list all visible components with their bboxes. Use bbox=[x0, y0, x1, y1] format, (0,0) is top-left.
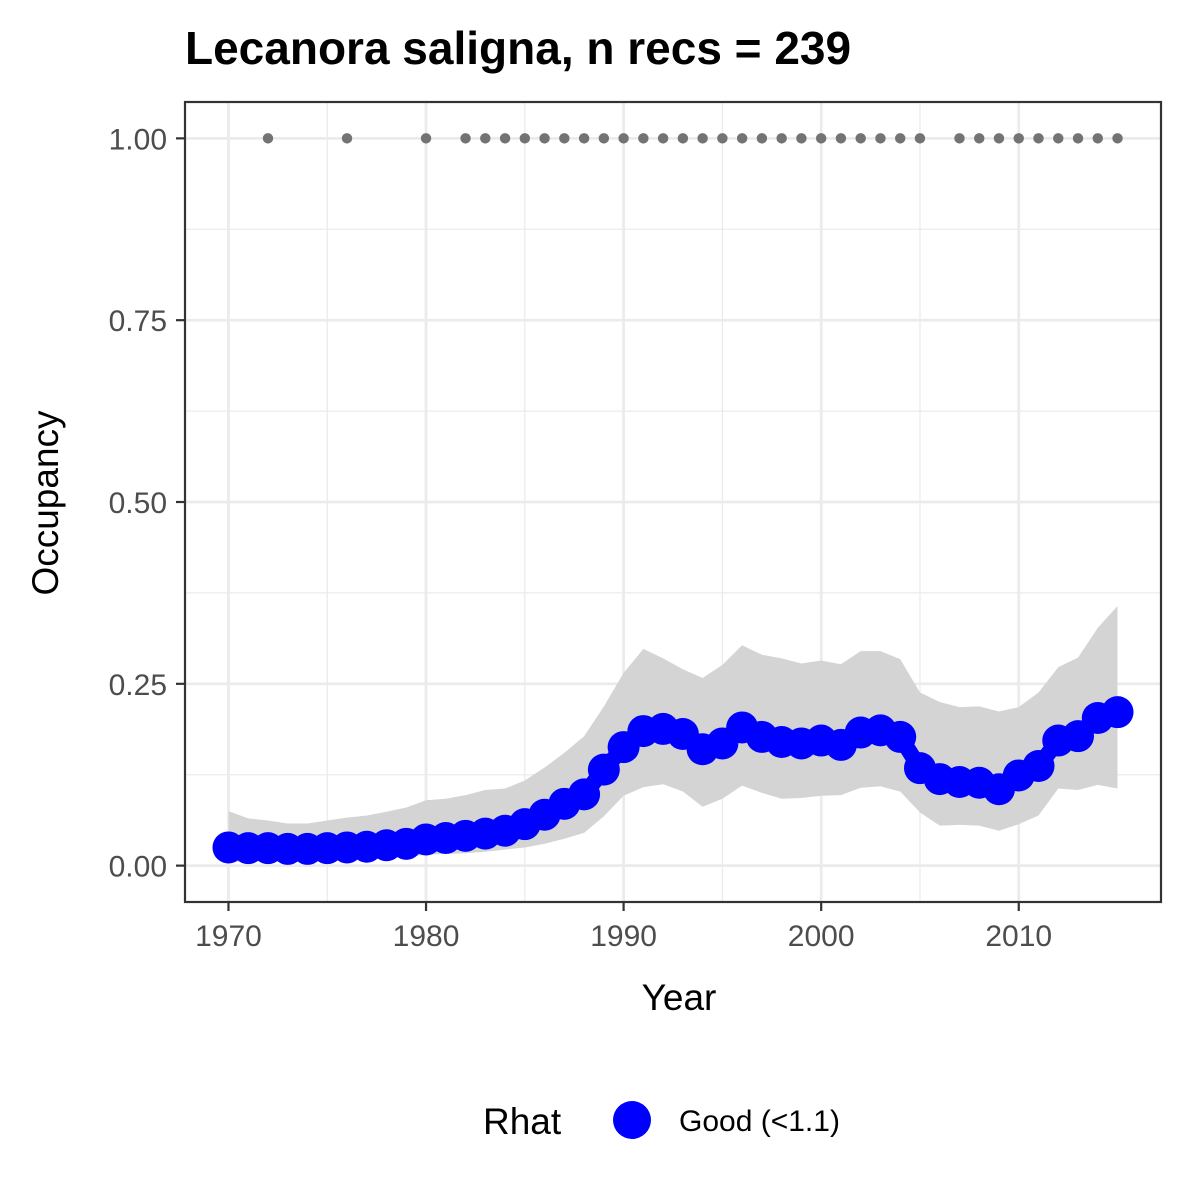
detection-point bbox=[262, 133, 274, 144]
detection-point bbox=[815, 133, 827, 144]
detection-point bbox=[835, 133, 847, 144]
detection-point bbox=[993, 133, 1005, 144]
legend-key-good bbox=[613, 1101, 651, 1139]
detection-point bbox=[796, 133, 807, 144]
occupancy-point bbox=[884, 720, 917, 753]
detection-point bbox=[499, 133, 511, 144]
detection-point bbox=[460, 133, 471, 144]
detection-point bbox=[875, 133, 886, 144]
detection-point bbox=[480, 133, 491, 144]
detection-point bbox=[1053, 133, 1064, 144]
y-tick-label: 0.50 bbox=[109, 487, 167, 520]
x-tick-label: 2000 bbox=[788, 920, 855, 953]
detection-point bbox=[895, 133, 906, 144]
detection-point bbox=[341, 133, 353, 144]
detection-point bbox=[1033, 133, 1044, 144]
detection-point bbox=[539, 133, 550, 144]
x-tick-label: 1970 bbox=[195, 920, 262, 953]
legend-title: Rhat bbox=[483, 1101, 562, 1142]
y-tick-label: 0.75 bbox=[109, 305, 167, 338]
detection-point bbox=[756, 133, 768, 144]
x-tick-label: 1990 bbox=[590, 920, 657, 953]
y-tick-label: 1.00 bbox=[109, 123, 167, 156]
detection-points bbox=[262, 133, 1123, 144]
detection-point bbox=[855, 133, 866, 144]
y-tick-label: 0.25 bbox=[109, 669, 167, 702]
detection-point bbox=[638, 133, 649, 144]
detection-point bbox=[717, 133, 728, 144]
x-axis: 1970 1980 1990 2000 2010 bbox=[195, 902, 1052, 953]
detection-point bbox=[677, 133, 689, 144]
y-axis: 0.00 0.25 0.50 0.75 1.00 bbox=[109, 123, 185, 884]
occupancy-point bbox=[1022, 750, 1055, 782]
detection-point bbox=[736, 133, 748, 144]
detection-point bbox=[776, 133, 787, 144]
x-tick-label: 2010 bbox=[985, 920, 1052, 953]
detection-point bbox=[697, 133, 708, 144]
detection-point bbox=[1112, 133, 1123, 144]
x-tick-label: 1980 bbox=[393, 920, 460, 953]
detection-point bbox=[519, 133, 531, 144]
x-axis-title: Year bbox=[642, 977, 717, 1018]
occupancy-point bbox=[568, 778, 601, 811]
detection-point bbox=[657, 133, 669, 144]
occupancy-point bbox=[587, 753, 620, 786]
detection-point bbox=[1072, 133, 1084, 144]
occupancy-series bbox=[212, 696, 1134, 865]
detection-point bbox=[974, 133, 985, 144]
detection-point bbox=[914, 133, 926, 144]
legend: Rhat Good (<1.1) bbox=[483, 1101, 840, 1142]
occupancy-point bbox=[1101, 696, 1134, 729]
detection-point bbox=[598, 133, 610, 144]
detection-point bbox=[1092, 133, 1103, 144]
detection-point bbox=[618, 133, 629, 144]
y-axis-title: Occupancy bbox=[25, 410, 66, 596]
detection-point bbox=[1013, 133, 1024, 144]
detection-point bbox=[559, 133, 570, 144]
detection-point bbox=[420, 133, 432, 144]
detection-point bbox=[954, 133, 965, 144]
detection-point bbox=[578, 133, 590, 144]
y-tick-label: 0.00 bbox=[109, 851, 167, 884]
legend-label-good: Good (<1.1) bbox=[679, 1105, 840, 1138]
chart-title: Lecanora saligna, n recs = 239 bbox=[185, 22, 851, 74]
